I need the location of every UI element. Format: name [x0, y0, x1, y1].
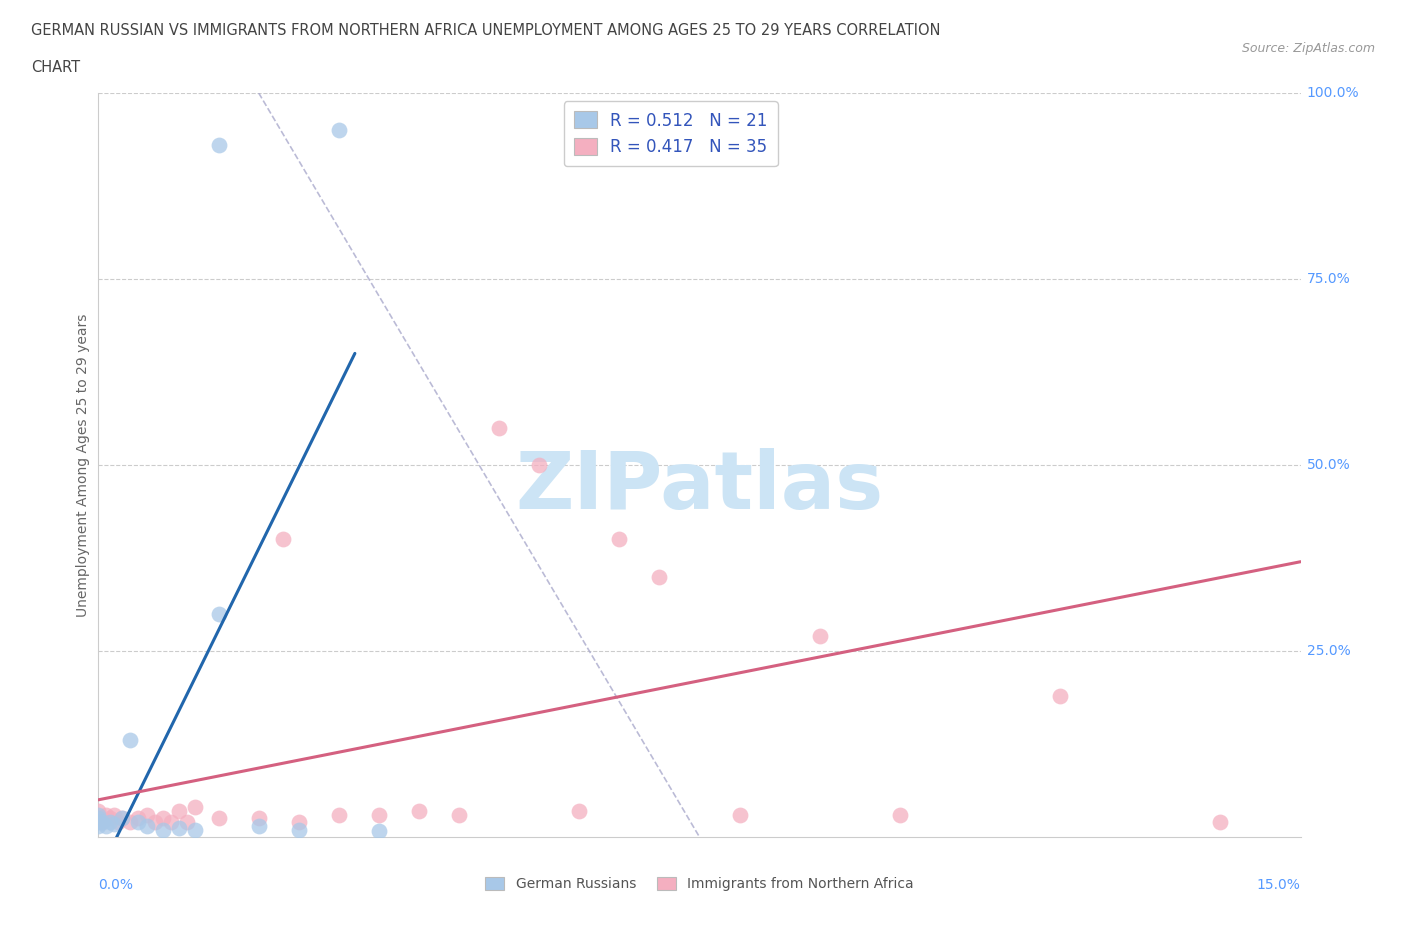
Point: [135, 818, 157, 833]
Point: [128, 811, 150, 826]
Point: [91, 815, 114, 830]
Point: [728, 807, 751, 822]
Point: [568, 804, 591, 818]
Point: [287, 815, 309, 830]
Point: [87, 807, 110, 822]
Point: [87, 804, 110, 818]
Point: [111, 811, 134, 826]
Point: [889, 807, 911, 822]
Point: [128, 815, 150, 830]
Point: [1209, 815, 1232, 830]
Point: [152, 811, 174, 826]
Text: 50.0%: 50.0%: [1306, 458, 1350, 472]
Point: [143, 815, 166, 830]
Point: [368, 807, 391, 822]
Point: [167, 804, 190, 818]
Point: [87, 811, 110, 826]
Point: [107, 815, 129, 830]
Point: [287, 822, 309, 837]
Text: 75.0%: 75.0%: [1306, 272, 1350, 286]
Point: [111, 811, 134, 826]
Point: [328, 807, 350, 822]
Point: [609, 532, 631, 547]
Point: [152, 822, 174, 837]
Point: [808, 629, 831, 644]
Text: 25.0%: 25.0%: [1306, 644, 1350, 658]
Point: [120, 733, 142, 748]
Point: [368, 824, 391, 839]
Point: [183, 822, 205, 837]
Point: [135, 807, 157, 822]
Text: ZIPatlas: ZIPatlas: [516, 448, 883, 526]
Text: 0.0%: 0.0%: [98, 878, 134, 892]
Text: 15.0%: 15.0%: [1257, 878, 1301, 892]
Point: [103, 807, 125, 822]
Point: [488, 420, 510, 435]
Point: [176, 815, 198, 830]
Y-axis label: Unemployment Among Ages 25 to 29 years: Unemployment Among Ages 25 to 29 years: [76, 313, 90, 617]
Point: [447, 807, 470, 822]
Text: GERMAN RUSSIAN VS IMMIGRANTS FROM NORTHERN AFRICA UNEMPLOYMENT AMONG AGES 25 TO : GERMAN RUSSIAN VS IMMIGRANTS FROM NORTHE…: [31, 23, 941, 38]
Point: [183, 800, 205, 815]
Text: CHART: CHART: [31, 60, 80, 75]
Point: [87, 818, 110, 833]
Point: [208, 811, 231, 826]
Point: [96, 807, 118, 822]
Point: [271, 532, 294, 547]
Text: 100.0%: 100.0%: [1306, 86, 1360, 100]
Point: [529, 458, 551, 472]
Point: [100, 815, 122, 830]
Point: [96, 818, 118, 833]
Point: [100, 811, 122, 826]
Legend: German Russians, Immigrants from Northern Africa: German Russians, Immigrants from Norther…: [479, 872, 920, 897]
Point: [208, 606, 231, 621]
Point: [208, 138, 231, 153]
Point: [120, 815, 142, 830]
Point: [408, 804, 430, 818]
Point: [247, 818, 270, 833]
Point: [648, 569, 671, 584]
Point: [167, 820, 190, 835]
Text: Source: ZipAtlas.com: Source: ZipAtlas.com: [1241, 42, 1375, 55]
Point: [247, 811, 270, 826]
Point: [1049, 688, 1071, 703]
Point: [87, 811, 110, 826]
Point: [159, 815, 181, 830]
Point: [103, 817, 125, 831]
Point: [328, 123, 350, 138]
Point: [91, 815, 114, 830]
Point: [87, 815, 110, 830]
